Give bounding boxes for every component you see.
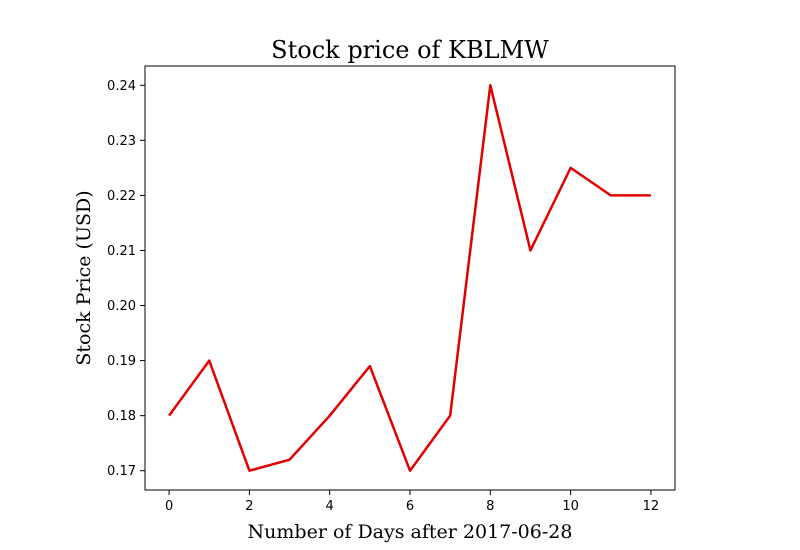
x-tick-label: 10 xyxy=(562,499,579,514)
x-tick-label: 8 xyxy=(486,499,494,514)
x-tick-label: 0 xyxy=(165,499,173,514)
chart-title: Stock price of KBLMW xyxy=(271,36,549,64)
y-tick-label: 0.23 xyxy=(107,134,136,149)
x-tick-label: 2 xyxy=(245,499,253,514)
y-tick-label: 0.19 xyxy=(107,354,136,369)
y-tick-label: 0.21 xyxy=(107,244,136,259)
y-axis: 0.17 0.18 0.19 0.20 0.21 0.22 0.23 0.24 xyxy=(107,79,145,479)
x-axis-label: Number of Days after 2017-06-28 xyxy=(248,521,573,543)
y-axis-label: Stock Price (USD) xyxy=(73,190,95,365)
y-tick-label: 0.20 xyxy=(107,299,136,314)
x-axis: 0 2 4 6 8 10 12 xyxy=(165,490,659,514)
y-tick-label: 0.17 xyxy=(107,464,136,479)
price-series-line xyxy=(168,84,651,472)
plot-frame xyxy=(144,65,676,491)
y-tick-label: 0.18 xyxy=(107,409,136,424)
x-tick-label: 6 xyxy=(406,499,414,514)
x-tick-label: 4 xyxy=(326,499,334,514)
y-tick-label: 0.22 xyxy=(107,189,136,204)
y-tick-label: 0.24 xyxy=(107,79,136,94)
x-tick-label: 12 xyxy=(643,499,660,514)
